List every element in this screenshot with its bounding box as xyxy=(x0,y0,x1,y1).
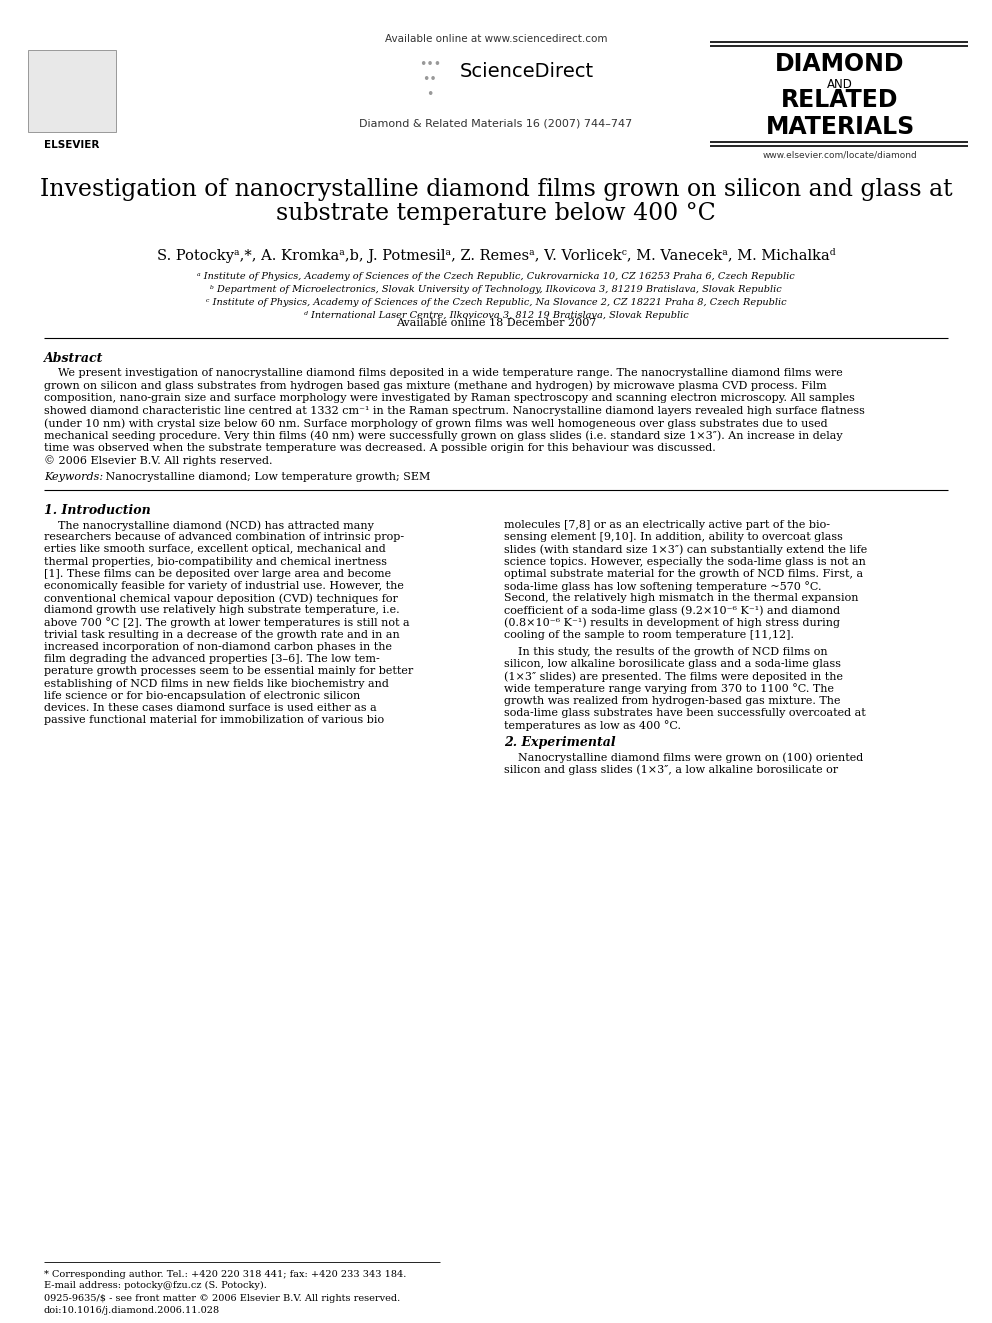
Text: optimal substrate material for the growth of NCD films. First, a: optimal substrate material for the growt… xyxy=(504,569,863,578)
Text: soda-lime glass has low softening temperature ~570 °C.: soda-lime glass has low softening temper… xyxy=(504,581,821,591)
Text: © 2006 Elsevier B.V. All rights reserved.: © 2006 Elsevier B.V. All rights reserved… xyxy=(44,455,273,466)
Text: cooling of the sample to room temperature [11,12].: cooling of the sample to room temperatur… xyxy=(504,630,794,640)
Text: doi:10.1016/j.diamond.2006.11.028: doi:10.1016/j.diamond.2006.11.028 xyxy=(44,1306,220,1315)
Text: S. Potockyᵃ,*, A. Kromkaᵃ,b, J. Potmesilᵃ, Z. Remesᵃ, V. Vorlicekᶜ, M. Vanecekᵃ,: S. Potockyᵃ,*, A. Kromkaᵃ,b, J. Potmesil… xyxy=(157,247,835,263)
Text: MATERIALS: MATERIALS xyxy=(766,115,915,139)
Text: 2. Experimental: 2. Experimental xyxy=(504,737,616,749)
Text: DIAMOND: DIAMOND xyxy=(776,52,905,75)
Text: In this study, the results of the growth of NCD films on: In this study, the results of the growth… xyxy=(504,647,827,658)
Text: establishing of NCD films in new fields like biochemistry and: establishing of NCD films in new fields … xyxy=(44,679,389,688)
Text: Investigation of nanocrystalline diamond films grown on silicon and glass at: Investigation of nanocrystalline diamond… xyxy=(40,179,952,201)
Text: growth was realized from hydrogen-based gas mixture. The: growth was realized from hydrogen-based … xyxy=(504,696,840,705)
Text: diamond growth use relatively high substrate temperature, i.e.: diamond growth use relatively high subst… xyxy=(44,606,400,615)
Text: AND: AND xyxy=(827,78,853,91)
Text: composition, nano-grain size and surface morphology were investigated by Raman s: composition, nano-grain size and surface… xyxy=(44,393,855,404)
Text: researchers because of advanced combination of intrinsic prop-: researchers because of advanced combinat… xyxy=(44,532,404,542)
Text: ᵇ Department of Microelectronics, Slovak University of Technology, Ilkovicova 3,: ᵇ Department of Microelectronics, Slovak… xyxy=(210,284,782,294)
Text: life science or for bio-encapsulation of electronic silicon: life science or for bio-encapsulation of… xyxy=(44,691,360,701)
Text: sensing element [9,10]. In addition, ability to overcoat glass: sensing element [9,10]. In addition, abi… xyxy=(504,532,843,542)
Text: Keywords:: Keywords: xyxy=(44,472,103,482)
Text: E-mail address: potocky@fzu.cz (S. Potocky).: E-mail address: potocky@fzu.cz (S. Potoc… xyxy=(44,1281,267,1290)
Text: above 700 °C [2]. The growth at lower temperatures is still not a: above 700 °C [2]. The growth at lower te… xyxy=(44,618,410,628)
Text: soda-lime glass substrates have been successfully overcoated at: soda-lime glass substrates have been suc… xyxy=(504,708,866,718)
Text: silicon and glass slides (1×3″, a low alkaline borosilicate or: silicon and glass slides (1×3″, a low al… xyxy=(504,765,838,775)
Text: increased incorporation of non-diamond carbon phases in the: increased incorporation of non-diamond c… xyxy=(44,642,392,652)
Text: Available online 18 December 2007: Available online 18 December 2007 xyxy=(396,318,596,328)
Text: substrate temperature below 400 °C: substrate temperature below 400 °C xyxy=(276,202,716,225)
Text: Second, the relatively high mismatch in the thermal expansion: Second, the relatively high mismatch in … xyxy=(504,593,858,603)
Text: slides (with standard size 1×3″) can substantially extend the life: slides (with standard size 1×3″) can sub… xyxy=(504,544,867,554)
Text: 0925-9635/$ - see front matter © 2006 Elsevier B.V. All rights reserved.: 0925-9635/$ - see front matter © 2006 El… xyxy=(44,1294,400,1303)
Text: We present investigation of nanocrystalline diamond films deposited in a wide te: We present investigation of nanocrystall… xyxy=(44,368,843,378)
Text: film degrading the advanced properties [3–6]. The low tem-: film degrading the advanced properties [… xyxy=(44,654,380,664)
Text: Nanocrystalline diamond films were grown on (100) oriented: Nanocrystalline diamond films were grown… xyxy=(504,753,863,763)
Text: ScienceDirect: ScienceDirect xyxy=(460,62,594,81)
Text: RELATED: RELATED xyxy=(782,89,899,112)
Text: Available online at www.sciencedirect.com: Available online at www.sciencedirect.co… xyxy=(385,34,607,44)
Text: •••
••
•: ••• •• • xyxy=(419,58,441,101)
Text: time was observed when the substrate temperature was decreased. A possible origi: time was observed when the substrate tem… xyxy=(44,443,716,452)
Text: * Corresponding author. Tel.: +420 220 318 441; fax: +420 233 343 184.: * Corresponding author. Tel.: +420 220 3… xyxy=(44,1270,407,1279)
Bar xyxy=(28,50,116,132)
Text: 1. Introduction: 1. Introduction xyxy=(44,504,151,517)
Text: Diamond & Related Materials 16 (2007) 744–747: Diamond & Related Materials 16 (2007) 74… xyxy=(359,118,633,128)
Text: ELSEVIER: ELSEVIER xyxy=(45,140,99,149)
Text: passive functional material for immobilization of various bio: passive functional material for immobili… xyxy=(44,716,384,725)
Text: (under 10 nm) with crystal size below 60 nm. Surface morphology of grown films w: (under 10 nm) with crystal size below 60… xyxy=(44,418,827,429)
Text: www.elsevier.com/locate/diamond: www.elsevier.com/locate/diamond xyxy=(763,149,918,159)
Text: science topics. However, especially the soda-lime glass is not an: science topics. However, especially the … xyxy=(504,557,866,566)
Text: ᵃ Institute of Physics, Academy of Sciences of the Czech Republic, Cukrovarnicka: ᵃ Institute of Physics, Academy of Scien… xyxy=(197,273,795,280)
Text: grown on silicon and glass substrates from hydrogen based gas mixture (methane a: grown on silicon and glass substrates fr… xyxy=(44,381,826,392)
Text: temperatures as low as 400 °C.: temperatures as low as 400 °C. xyxy=(504,720,681,732)
Text: molecules [7,8] or as an electrically active part of the bio-: molecules [7,8] or as an electrically ac… xyxy=(504,520,830,531)
Text: devices. In these cases diamond surface is used either as a: devices. In these cases diamond surface … xyxy=(44,703,377,713)
Text: conventional chemical vapour deposition (CVD) techniques for: conventional chemical vapour deposition … xyxy=(44,593,398,603)
Text: silicon, low alkaline borosilicate glass and a soda-lime glass: silicon, low alkaline borosilicate glass… xyxy=(504,659,841,669)
Text: wide temperature range varying from 370 to 1100 °C. The: wide temperature range varying from 370 … xyxy=(504,684,834,695)
Text: mechanical seeding procedure. Very thin films (40 nm) were successfully grown on: mechanical seeding procedure. Very thin … xyxy=(44,430,842,441)
Text: coefficient of a soda-lime glass (9.2×10⁻⁶ K⁻¹) and diamond: coefficient of a soda-lime glass (9.2×10… xyxy=(504,606,840,617)
Text: perature growth processes seem to be essential mainly for better: perature growth processes seem to be ess… xyxy=(44,667,414,676)
Text: The nanocrystalline diamond (NCD) has attracted many: The nanocrystalline diamond (NCD) has at… xyxy=(44,520,374,531)
Text: ᶜ Institute of Physics, Academy of Sciences of the Czech Republic, Na Slovance 2: ᶜ Institute of Physics, Academy of Scien… xyxy=(205,298,787,307)
Text: Abstract: Abstract xyxy=(44,352,103,365)
Text: Nanocrystalline diamond; Low temperature growth; SEM: Nanocrystalline diamond; Low temperature… xyxy=(102,472,431,482)
Text: economically feasible for variety of industrial use. However, the: economically feasible for variety of ind… xyxy=(44,581,404,591)
Text: showed diamond characteristic line centred at 1332 cm⁻¹ in the Raman spectrum. N: showed diamond characteristic line centr… xyxy=(44,406,865,415)
Text: thermal properties, bio-compatibility and chemical inertness: thermal properties, bio-compatibility an… xyxy=(44,557,387,566)
Text: ᵈ International Laser Centre, Ilkovicova 3, 812 19 Bratislava, Slovak Republic: ᵈ International Laser Centre, Ilkovicova… xyxy=(304,311,688,320)
Text: (1×3″ slides) are presented. The films were deposited in the: (1×3″ slides) are presented. The films w… xyxy=(504,671,843,681)
Text: [1]. These films can be deposited over large area and become: [1]. These films can be deposited over l… xyxy=(44,569,391,578)
Text: trivial task resulting in a decrease of the growth rate and in an: trivial task resulting in a decrease of … xyxy=(44,630,400,640)
Text: (0.8×10⁻⁶ K⁻¹) results in development of high stress during: (0.8×10⁻⁶ K⁻¹) results in development of… xyxy=(504,618,840,628)
Text: erties like smooth surface, excellent optical, mechanical and: erties like smooth surface, excellent op… xyxy=(44,544,386,554)
